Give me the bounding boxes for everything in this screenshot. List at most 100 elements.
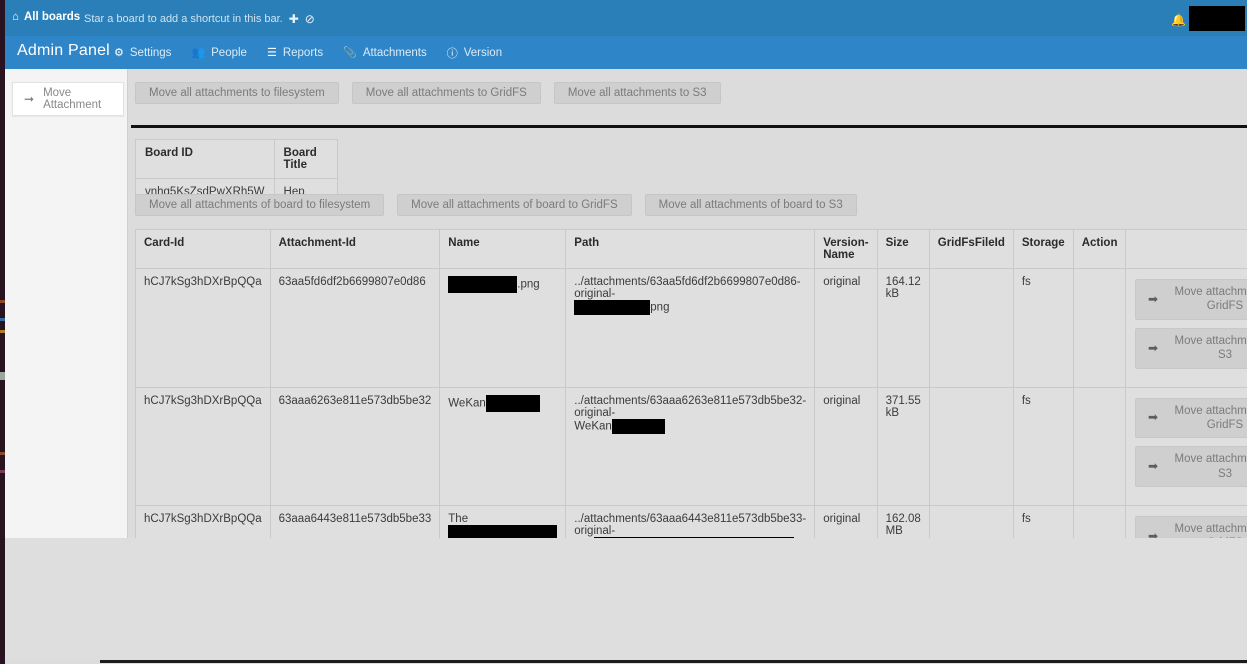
cell-name: WeKan [439,386,567,506]
redacted-text [448,525,558,542]
cell-action [1072,386,1127,506]
arrow-right-icon: ➡ [1147,291,1158,306]
arrow-right-icon: ➡ [1147,459,1158,474]
move-board-to-gridfs-button[interactable]: Move all attachments of board to GridFS [397,194,632,216]
nav-label-attachments: Attachments [362,46,427,59]
path-line-2: WeKan [574,418,806,434]
cell-card-id: hCJ7kSg3hDXrBpQQa [135,386,271,506]
board-move-buttons: Move all attachments of board to filesys… [135,194,857,216]
path-line-1: ../attachments/63aa5fd6df2b6699807e0d86-… [574,276,801,300]
board-color-chip [0,452,5,455]
arrow-right-icon: ➞ [24,92,35,106]
people-icon: 👥 [191,47,206,59]
board-color-chip [0,330,5,333]
header-action-buttons [1125,229,1247,269]
nav-label-version: Version [463,46,503,59]
move-all-to-s3-button[interactable]: Move all attachments to S3 [553,82,721,104]
nav-item-version[interactable]: ⓘ Version [445,41,504,65]
nav-label-reports: Reports [282,46,324,59]
cell-storage: fs [1012,268,1074,388]
move-attachment-to-gridfs-button[interactable]: ➡Move attachment to GridFS [1135,516,1247,557]
header-version-name: Version-Name [814,229,878,269]
nav-item-settings[interactable]: ⚙ Settings [112,42,173,63]
sidebar-item-move-attachment[interactable]: ➞ Move Attachment [12,82,124,116]
gear-icon: ⚙ [114,47,124,59]
arrow-right-icon: ➡ [1147,410,1158,425]
sidebar-item-label: Move Attachment [43,87,102,111]
action-button-label: Move attachment to GridFS [1174,404,1247,431]
cell-action [1072,268,1127,388]
header-action: Action [1072,229,1127,269]
action-button-label: Move attachment to S3 [1174,334,1247,362]
redacted-text [485,394,540,412]
attachments-header-row: Card-Id Attachment-Id Name Path Version-… [135,229,1247,269]
all-boards-label: All boards [23,11,81,23]
header-size: Size [876,229,930,269]
cell-gridfs-file-id [928,268,1014,388]
admin-navbar: Admin Panel ⚙ Settings 👥 People ☰ Report… [0,36,1247,69]
nav-item-reports[interactable]: ☰ Reports [265,42,325,63]
shortcut-hint-text: Star a board to add a shortcut in this b… [84,13,283,25]
redacted-text [611,418,665,434]
all-boards-link[interactable]: ⌂ All boards [12,11,80,23]
board-color-chip [0,470,5,473]
move-arrows-icon[interactable]: ✚ [288,12,299,26]
admin-sidebar: ➞ Move Attachment [5,69,128,538]
move-board-to-filesystem-button[interactable]: Move all attachments of board to filesys… [135,194,385,216]
nav-label-settings: Settings [129,46,172,59]
board-color-chip [0,318,5,321]
cell-path: ../attachments/63aa5fd6df2b6699807e0d86-… [565,268,816,388]
footer-area [5,538,1247,660]
avatar[interactable] [1189,6,1245,31]
path-line-2: png [574,300,806,315]
cell-size: 164.12 kB [876,268,930,388]
move-attachment-to-gridfs-button[interactable]: ➡ Move attachment to GridFS [1135,279,1247,320]
action-button-label: Move attachment to S3 [1174,453,1247,480]
no-entry-icon[interactable]: ⊘ [304,12,315,26]
page-title: Admin Panel [17,42,110,59]
header-card-id: Card-Id [135,229,271,269]
move-all-to-gridfs-button[interactable]: Move all attachments to GridFS [351,82,541,104]
board-header-board-id: Board ID [135,139,275,179]
move-attachment-to-gridfs-button[interactable]: ➡ Move attachment to GridFS [1135,397,1247,439]
cell-version-name: original [814,386,878,506]
top-bar: ⌂ All boards Star a board to add a short… [0,0,1247,36]
collapsed-board-strip[interactable] [0,0,5,664]
path-line-1: ../attachments/63aaa6263e811e573db5be32-… [574,394,807,419]
nav-item-people[interactable]: 👥 People [189,42,249,63]
main-content: Move all attachments to filesystem Move … [129,69,1247,625]
header-storage: Storage [1012,229,1074,269]
section-divider [131,125,1247,128]
move-board-to-s3-button[interactable]: Move all attachments of board to S3 [644,194,857,216]
redacted-text [448,276,518,293]
navbar-menu: ⚙ Settings 👥 People ☰ Reports 📎 Attachme… [112,36,504,69]
arrow-right-icon: ➡ [1147,528,1158,543]
board-color-chip [0,300,5,303]
header-gridfs-file-id: GridFsFileId [928,229,1014,269]
bottom-divider [100,660,1247,663]
cell-name: .png [439,268,567,388]
home-icon: ⌂ [12,11,19,23]
cell-path: ../attachments/63aaa6263e811e573db5be32-… [565,386,816,506]
header-name: Name [439,229,567,269]
nav-item-attachments[interactable]: 📎 Attachments [341,42,429,63]
list-icon: ☰ [266,47,277,59]
cell-version-name: original [814,268,878,388]
redacted-text [574,300,651,315]
board-color-chip [0,372,5,380]
cell-attachment-id: 63aa5fd6df2b6699807e0d86 [269,268,441,388]
cell-action-buttons: ➡ Move attachment to GridFS ➡ Move attachme… [1125,268,1247,388]
move-attachment-to-s3-button[interactable]: ➡ Move attachment to S3 [1135,446,1247,487]
table-row: hCJ7kSg3hDXrBpQQa 63aa5fd6df2b6699807e0d8… [135,268,1247,388]
action-button-label: Move attachment to GridFS [1174,286,1247,313]
move-all-to-filesystem-button[interactable]: Move all attachments to filesystem [135,82,339,104]
info-icon: ⓘ [446,47,458,60]
bell-icon[interactable]: 🔔 [1171,13,1186,27]
nav-label-people: People [211,46,247,59]
cell-storage: fs [1012,386,1074,506]
header-attachment-id: Attachment-Id [269,229,441,269]
header-path: Path [565,229,816,269]
table-row: hCJ7kSg3hDXrBpQQa 63aaa6263e811e573db5be3… [135,386,1247,506]
move-attachment-to-s3-button[interactable]: ➡ Move attachment to S3 [1135,327,1247,369]
